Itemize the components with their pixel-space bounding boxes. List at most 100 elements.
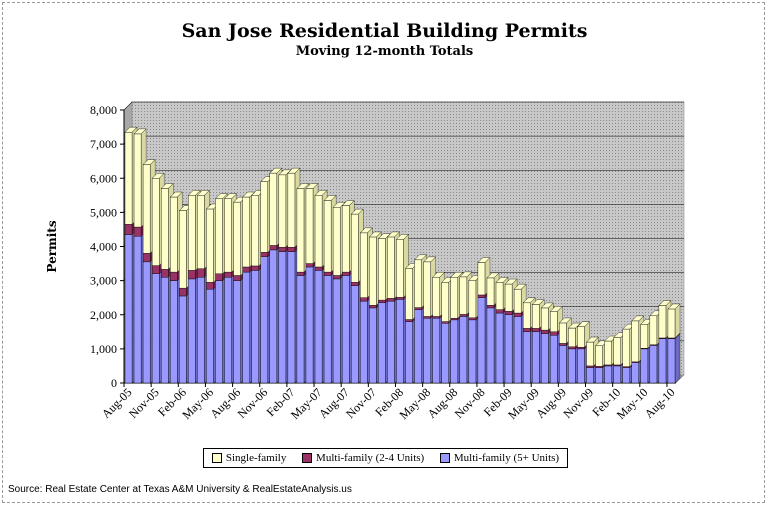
y-tick-label: 3,000 [90, 274, 117, 288]
bar-multi-family-2-4 [522, 328, 531, 333]
bar-multi-family-2-4 [197, 268, 205, 278]
bar-single-family-top [323, 195, 337, 201]
bar-multi-family-2-4 [215, 273, 223, 281]
bar-single-family-top [368, 231, 382, 238]
bar-multi-family-5plus [124, 234, 133, 384]
bar-single-family-top [522, 297, 536, 304]
bar-multi-family-5plus [477, 297, 486, 384]
bar-multi-family-5plus [215, 280, 223, 384]
bar-multi-family-2-4 [550, 331, 558, 336]
bar-multi-family-2-4 [260, 252, 268, 257]
bar-single-family-top [667, 303, 681, 310]
bar-single-family [486, 277, 495, 306]
bar-multi-family-5plus [550, 335, 558, 384]
bar-multi-family-2-4 [387, 298, 395, 302]
bar-single-family [577, 326, 585, 348]
bar-single-family [432, 277, 440, 317]
bar-single-family [242, 196, 250, 268]
bar-multi-family-2-4 [142, 253, 151, 263]
bar-single-family [595, 345, 603, 367]
y-tick-label: 7,000 [90, 137, 117, 151]
bar-multi-family-2-4 [160, 269, 169, 278]
bar-multi-family-5plus [287, 251, 296, 384]
bar-single-family [323, 200, 332, 273]
bar-multi-family-2-4 [477, 294, 486, 298]
y-tick-label: 1,000 [90, 342, 117, 356]
bar-single-family [504, 283, 513, 312]
legend-label-multi-2-4: Multi-family (2-4 Units) [316, 452, 425, 464]
bar-single-family-top [576, 321, 590, 327]
bar-multi-family-5plus [568, 348, 576, 384]
x-tick-label: May-06 [179, 385, 216, 422]
bar-multi-family-2-4 [532, 328, 540, 333]
legend-item-multi-5plus: Multi-family (5+ Units) [439, 452, 559, 464]
bar-multi-family-5plus [305, 266, 314, 384]
x-tick-label: Nov-06 [235, 385, 271, 421]
bar-multi-family-2-4 [179, 287, 187, 297]
bar-multi-family-2-4 [459, 314, 468, 317]
bar-single-family [441, 282, 449, 322]
bar-single-family-top [395, 234, 410, 240]
gridline [123, 101, 684, 111]
bar-single-family-top [196, 190, 210, 196]
bar-single-family-top [658, 300, 672, 306]
bar-single-family [568, 327, 576, 348]
bar-multi-family-5plus [378, 302, 386, 384]
bar-multi-family-2-4 [405, 319, 413, 322]
bar-single-family [622, 328, 630, 367]
bar-single-family [296, 188, 305, 273]
bar-multi-family-2-4 [242, 266, 250, 273]
bar-multi-family-2-4 [323, 271, 332, 276]
x-tick-label: May-08 [396, 385, 433, 422]
bar-single-family-top [377, 233, 391, 239]
legend-item-multi-2-4: Multi-family (2-4 Units) [302, 452, 424, 464]
bar-multi-family-2-4 [206, 282, 214, 290]
bar-single-family-top [142, 159, 156, 165]
bar-single-family-top [513, 283, 527, 290]
bar-multi-family-5plus [522, 331, 531, 384]
x-tick-label: Nov-09 [560, 385, 596, 421]
bar-multi-family-5plus [495, 312, 504, 384]
bar-multi-family-2-4 [450, 317, 459, 321]
bar-multi-family-2-4 [133, 226, 142, 237]
bar-multi-family-5plus [260, 256, 268, 384]
bar-multi-family-2-4 [486, 304, 495, 309]
bar-single-family [550, 311, 558, 333]
bar-multi-family-5plus [541, 333, 549, 384]
bar-single-family [459, 276, 468, 315]
bar-single-family [142, 164, 151, 254]
bar-multi-family-5plus [151, 273, 160, 384]
bar-single-family-top [151, 173, 165, 179]
bar-multi-family-2-4 [278, 246, 287, 252]
bar-multi-family-2-4 [595, 366, 603, 368]
chart-subtitle: Moving 12-month Totals [295, 44, 474, 59]
bar-single-family-top [586, 336, 600, 343]
bar-single-family-top [459, 271, 473, 278]
bar-single-family-top [169, 191, 183, 198]
bar-multi-family-5plus [532, 331, 540, 384]
bar-multi-family-2-4 [577, 346, 585, 350]
bar-single-family-top [215, 193, 229, 199]
bar-single-family-top [432, 272, 446, 278]
bar-multi-family-2-4 [314, 266, 323, 271]
bar-single-family-top [124, 126, 138, 133]
bar-multi-family-2-4 [332, 275, 341, 280]
bar-multi-family-5plus [450, 319, 459, 384]
bar-multi-family-5plus [242, 271, 250, 384]
bar-multi-family-5plus [351, 285, 359, 384]
bar-multi-family-2-4 [586, 365, 594, 368]
bar-single-family [387, 236, 395, 299]
bar-single-family-top [332, 202, 346, 208]
bar-single-family-top [531, 299, 545, 305]
bar-multi-family-5plus [649, 345, 658, 384]
bar-single-family [179, 210, 187, 289]
bar-multi-family-2-4 [396, 297, 404, 300]
bar-multi-family-5plus [142, 261, 151, 384]
y-tick-label: 2,000 [90, 308, 117, 322]
bar-single-family [586, 341, 594, 367]
bar-multi-family-5plus [423, 317, 431, 384]
bar-multi-family-5plus [224, 277, 232, 384]
bar-single-family [133, 133, 142, 228]
bar-multi-family-5plus [296, 275, 305, 384]
bar-single-family [251, 195, 259, 267]
